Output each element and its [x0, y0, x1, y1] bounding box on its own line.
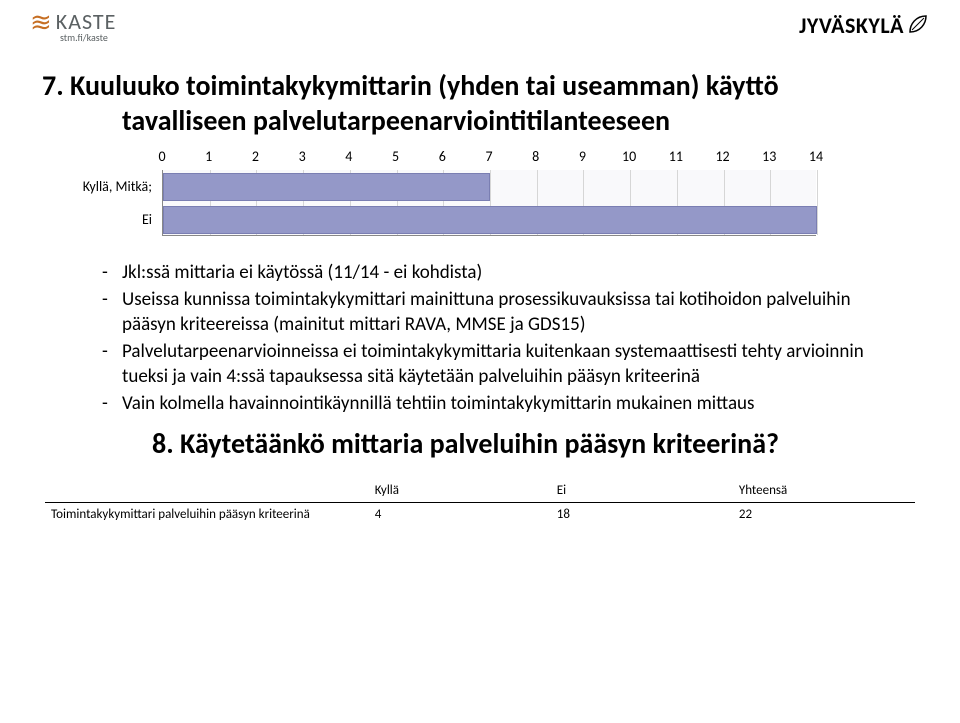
table-row-label: Toimintakykymittari palveluihin pääsyn k…	[45, 503, 369, 527]
logo-jyvaskyla-text: JYVÄSKYLÄ	[799, 12, 904, 39]
q7-bullets: Jkl:ssä mittaria ei käytössä (11/14 - ei…	[102, 260, 900, 416]
header: ≋ KASTE stm.fi/kaste JYVÄSKYLÄ	[0, 0, 960, 58]
gridline	[817, 170, 818, 235]
x-tick-label: 12	[715, 148, 729, 165]
x-tick-label: 6	[439, 148, 446, 165]
x-tick-label: 0	[158, 148, 165, 165]
x-tick-label: 13	[762, 148, 776, 165]
x-tick-label: 5	[392, 148, 399, 165]
q7-chart: 01234567891011121314Kyllä, Mitkä;Ei	[60, 146, 860, 246]
x-tick-label: 7	[485, 148, 492, 165]
table-col-header: Kyllä	[369, 479, 551, 503]
table-corner	[45, 479, 369, 503]
table-row: Toimintakykymittari palveluihin pääsyn k…	[45, 503, 915, 527]
q7-bullet: Useissa kunnissa toimintakykymittari mai…	[102, 287, 900, 337]
q7-title-line2: tavalliseen palvelutarpeenarviointitilan…	[42, 103, 918, 138]
y-category-label: Ei	[62, 211, 152, 228]
q8-title: 8. Käytetäänkö mittaria palveluihin pääs…	[0, 426, 960, 461]
q7-title-line1: 7. Kuuluuko toimintakykymittarin (yhden …	[42, 68, 779, 103]
table-col-header: Yhteensä	[733, 479, 915, 503]
x-tick-label: 10	[622, 148, 636, 165]
wave-icon: ≋	[30, 11, 52, 33]
x-tick-label: 4	[345, 148, 352, 165]
q7-bullet: Vain kolmella havainnointikäynnillä teht…	[102, 391, 900, 416]
logo-kaste-sub: stm.fi/kaste	[60, 31, 116, 44]
x-tick-label: 8	[532, 148, 539, 165]
x-tick-label: 9	[579, 148, 586, 165]
chart-bar	[163, 206, 817, 234]
logo-jyvaskyla: JYVÄSKYLÄ	[799, 8, 930, 39]
q8-table: Kyllä Ei Yhteensä Toimintakykymittari pa…	[45, 479, 915, 526]
x-tick-label: 11	[669, 148, 683, 165]
x-tick-label: 2	[252, 148, 259, 165]
x-tick-label: 3	[299, 148, 306, 165]
x-tick-label: 1	[205, 148, 212, 165]
y-category-label: Kyllä, Mitkä;	[62, 178, 152, 195]
logo-kaste: ≋ KASTE stm.fi/kaste	[30, 8, 116, 44]
chart-bar	[163, 173, 490, 201]
q7-title: 7. Kuuluuko toimintakykymittarin (yhden …	[0, 68, 960, 138]
table-cell: 4	[369, 503, 551, 527]
q7-plot-area	[162, 170, 816, 236]
x-tick-label: 14	[809, 148, 823, 165]
table-cell: 22	[733, 503, 915, 527]
q7-bullet: Palvelutarpeenarvioinneissa ei toimintak…	[102, 339, 900, 389]
leaf-icon	[906, 12, 930, 36]
table-cell: 18	[551, 503, 733, 527]
table-col-header: Ei	[551, 479, 733, 503]
q7-bullet: Jkl:ssä mittaria ei käytössä (11/14 - ei…	[102, 260, 900, 285]
